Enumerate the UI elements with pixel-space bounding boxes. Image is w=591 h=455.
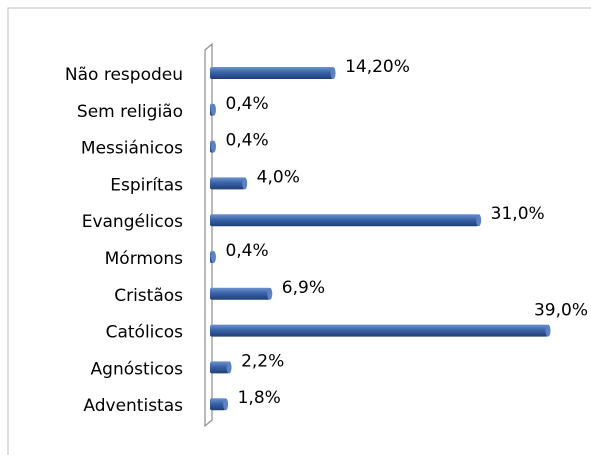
category-label: Evangélicos [82, 212, 183, 232]
bar [210, 214, 479, 227]
value-label: 0,4% [225, 94, 268, 114]
bar [210, 177, 245, 190]
bar-cap [476, 214, 482, 227]
value-label: 0,4% [225, 131, 268, 151]
bar [210, 67, 334, 79]
value-label: 39,0% [534, 301, 588, 321]
category-label: Espirítas [110, 175, 183, 195]
bar-cap [545, 324, 551, 337]
bar-cap [226, 361, 232, 374]
bar-cap [267, 287, 273, 300]
category-label: Católicos [106, 323, 184, 343]
value-label: 14,20% [345, 57, 410, 77]
bar [210, 324, 548, 337]
bar-cap [223, 398, 229, 411]
category-label: Mórmons [105, 249, 183, 269]
bar-cap [330, 67, 336, 79]
bar [210, 287, 270, 300]
bar [210, 398, 226, 411]
bar [210, 361, 230, 374]
bar-cap [242, 177, 248, 190]
value-label: 6,9% [282, 278, 325, 298]
value-label: 31,0% [491, 204, 545, 224]
bar-cap [210, 251, 216, 263]
category-label: Adventistas [83, 396, 183, 416]
category-label: Sem religião [77, 102, 183, 122]
bar-cap [210, 140, 216, 153]
value-label: 2,2% [241, 351, 284, 371]
bar-cap [210, 103, 216, 116]
chart-border [7, 7, 591, 455]
value-label: 0,4% [225, 241, 268, 261]
value-label: 4,0% [257, 167, 300, 187]
category-label: Não respodeu [65, 65, 183, 85]
category-label: Agnósticos [91, 359, 184, 379]
category-label: Cristãos [114, 286, 183, 306]
category-label: Messiánicos [81, 139, 183, 159]
value-label: 1,8% [238, 388, 281, 408]
